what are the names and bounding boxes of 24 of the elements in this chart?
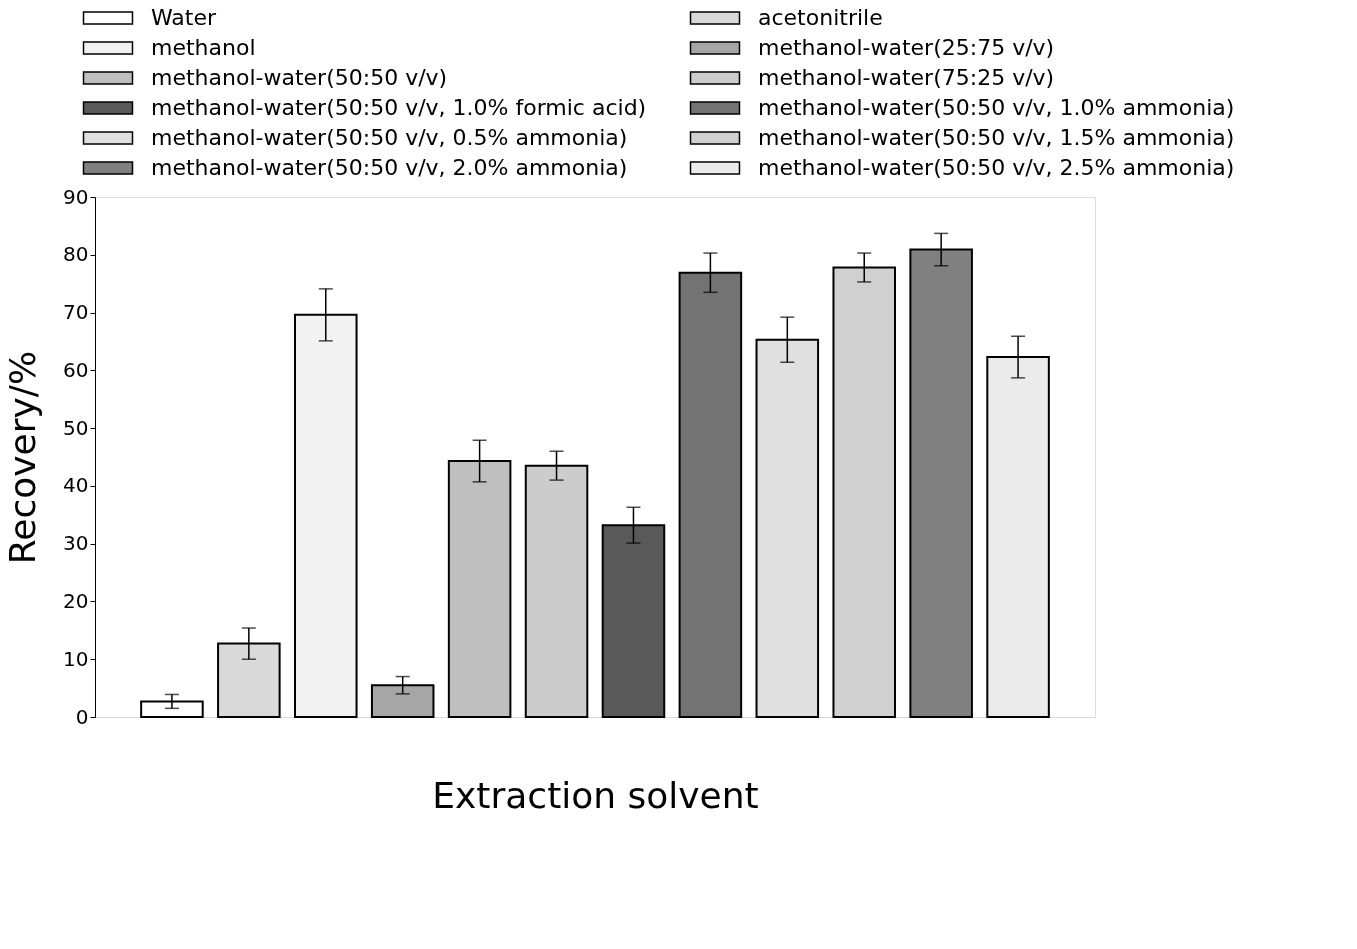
legend-label: acetonitrile [758, 5, 883, 30]
legend-label: methanol-water(50:50 v/v, 1.0% formic acid) [151, 95, 647, 120]
y-tick-label: 20 [63, 588, 89, 613]
legend-label: Water [151, 5, 217, 30]
y-tick-label: 0 [75, 704, 89, 729]
legend-label: methanol-water(50:50 v/v) [151, 65, 448, 90]
y-tick-label: 80 [63, 242, 89, 267]
y-tick-label: 10 [63, 646, 89, 671]
y-tick-label: 70 [63, 300, 89, 325]
legend-label: methanol-water(50:50 v/v, 1.5% ammonia) [758, 125, 1235, 150]
legend-label: methanol-water(50:50 v/v, 1.0% ammonia) [758, 95, 1235, 120]
y-tick-label: 30 [63, 531, 89, 556]
y-axis-title: Recovery/% [2, 350, 44, 565]
y-tick-label: 90 [63, 184, 89, 209]
x-axis-title: Extraction solvent [432, 774, 759, 816]
legend-label: methanol-water(75:25 v/v) [758, 65, 1055, 90]
y-tick-label: 40 [63, 473, 89, 498]
legend-label: methanol-water(50:50 v/v, 0.5% ammonia) [151, 125, 628, 150]
y-tick-label: 50 [63, 415, 89, 440]
legend-label: methanol-water(25:75 v/v) [758, 35, 1055, 60]
y-tick-label: 60 [63, 357, 89, 382]
legend-label: methanol-water(50:50 v/v, 2.5% ammonia) [758, 155, 1235, 180]
legend-label: methanol-water(50:50 v/v, 2.0% ammonia) [151, 155, 628, 180]
legend-label: methanol [151, 35, 256, 60]
